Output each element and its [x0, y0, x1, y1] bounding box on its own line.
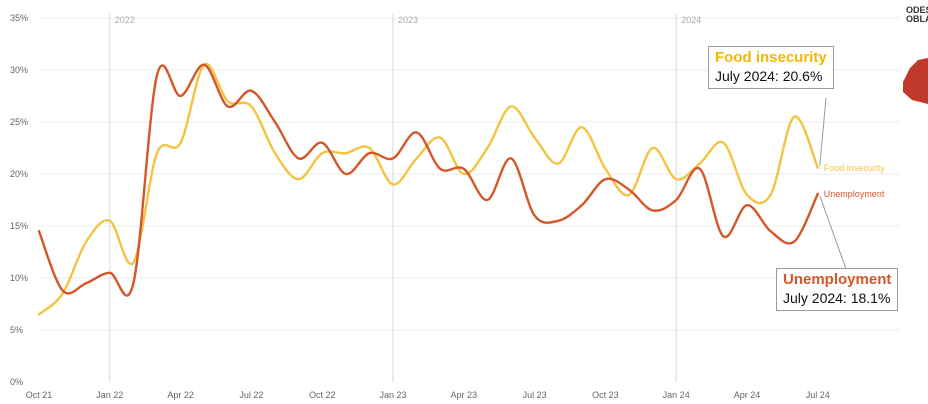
region-label-line2: OBLA [906, 14, 928, 24]
y-axis-ticks: 0% 5% 10% 15% 20% 25% 30% 35% [10, 13, 28, 387]
x-tick-label: Apr 23 [451, 390, 478, 400]
region-label-line1: ODESI [906, 5, 928, 15]
callout-leader-lines [819, 97, 847, 270]
x-tick-label: Oct 21 [26, 390, 53, 400]
year-markers: 2022 2023 2024 [109, 14, 701, 382]
x-tick-label: Oct 23 [592, 390, 619, 400]
x-axis-ticks: Oct 21 Jan 22 Apr 22 Jul 22 Oct 22 Jan 23 Apr … [26, 390, 830, 400]
x-tick-label: Jan 22 [96, 390, 123, 400]
food-insecurity-callout-title: Food insecurity [715, 49, 827, 66]
year-marker-label: 2022 [115, 15, 135, 25]
food-insecurity-leader-line [819, 97, 827, 166]
series-lines [37, 62, 819, 316]
region-label: ODESI OBLA [906, 6, 928, 24]
food-insecurity-callout-value: July 2024: 20.6% [715, 68, 823, 84]
y-tick-label: 25% [10, 117, 28, 127]
y-tick-label: 20% [10, 169, 28, 179]
gridlines [38, 17, 900, 331]
food-insecurity-line [37, 62, 819, 316]
unemployment-end-label: Unemployment [824, 189, 885, 199]
x-tick-label: Jul 22 [239, 390, 263, 400]
x-tick-label: Jul 23 [523, 390, 547, 400]
y-tick-label: 5% [10, 325, 23, 335]
unemployment-callout: Unemployment July 2024: 18.1% [776, 268, 899, 311]
unemployment-callout-title: Unemployment [783, 271, 892, 288]
x-tick-label: Jan 24 [663, 390, 690, 400]
y-tick-label: 10% [10, 273, 28, 283]
food-insecurity-end-label: Food insecurity [824, 163, 886, 173]
food-insecurity-callout: Food insecurity July 2024: 20.6% [708, 46, 834, 89]
x-tick-label: Oct 22 [309, 390, 336, 400]
unemployment-leader-line [819, 195, 847, 270]
unemployment-line [37, 63, 819, 297]
y-tick-label: 35% [10, 13, 28, 23]
oblast-map-shape [903, 58, 928, 104]
y-tick-label: 15% [10, 221, 28, 231]
x-tick-label: Apr 22 [167, 390, 194, 400]
x-tick-label: Jan 23 [379, 390, 406, 400]
series-end-labels: Food insecurity Unemployment [824, 163, 886, 199]
year-marker-label: 2023 [398, 15, 418, 25]
year-marker-label: 2024 [681, 15, 701, 25]
x-tick-label: Apr 24 [734, 390, 761, 400]
y-tick-label: 0% [10, 377, 23, 387]
y-tick-label: 30% [10, 65, 28, 75]
unemployment-callout-value: July 2024: 18.1% [783, 290, 891, 306]
x-tick-label: Jul 24 [806, 390, 830, 400]
